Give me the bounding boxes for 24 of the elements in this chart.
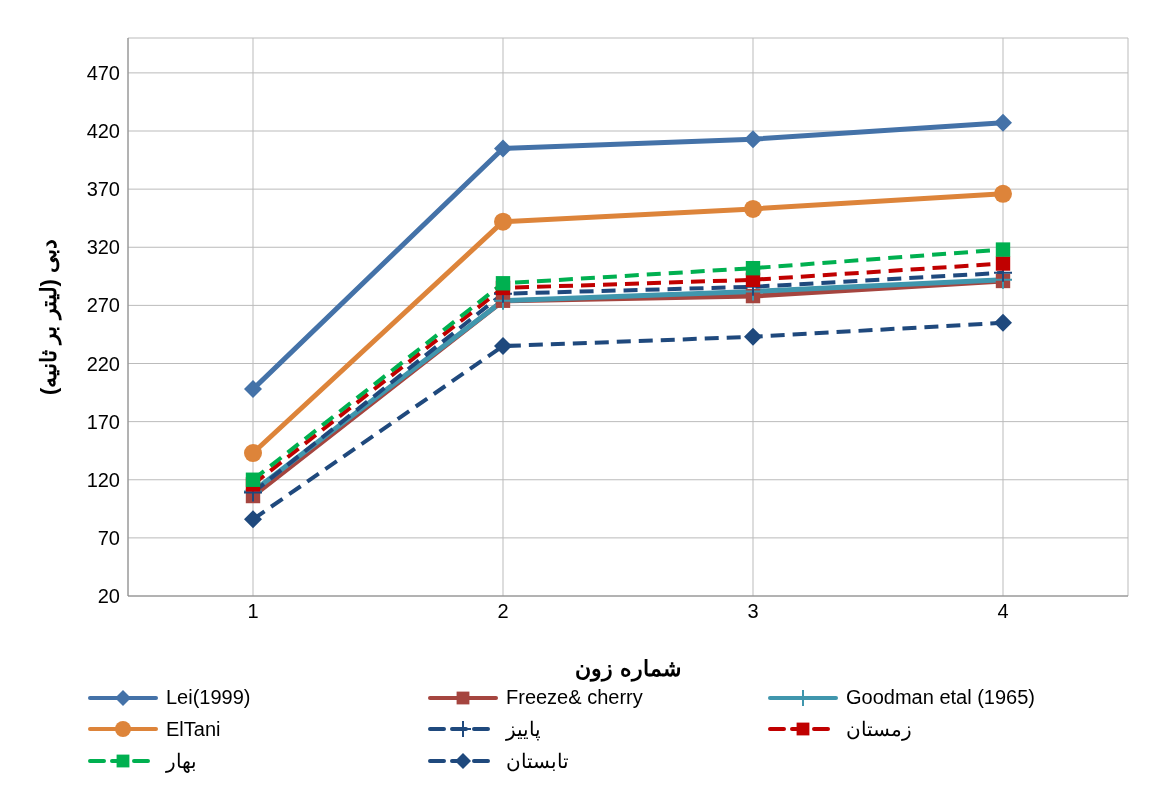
legend-label: ElTani [166, 717, 221, 741]
y-tick-label: 370 [86, 178, 120, 201]
legend-label: پاییز [506, 717, 541, 741]
x-tick-label: 1 [247, 600, 259, 623]
x-tick-label: 2 [497, 600, 509, 623]
y-tick-label: 470 [86, 61, 120, 84]
y-axis-title: دبی (لیتر بر ثانیه) [35, 239, 62, 395]
legend-label: Freeze& cherry [506, 686, 643, 709]
legend-label: زمستان [846, 717, 912, 741]
y-tick-label: 120 [86, 468, 120, 491]
x-tick-label: 3 [747, 600, 759, 623]
y-tick-label: 320 [86, 236, 120, 259]
y-tick-label: 270 [86, 294, 120, 317]
y-tick-label: 70 [97, 526, 120, 549]
legend-label: تابستان [506, 749, 569, 773]
legend-label: Lei(1999) [166, 686, 251, 709]
legend-label: Goodman etal (1965) [846, 686, 1036, 709]
x-axis-title: شماره زون [575, 656, 681, 682]
y-tick-label: 170 [86, 410, 120, 433]
legend-label: بهار [166, 749, 197, 773]
x-tick-label: 4 [997, 600, 1009, 623]
y-tick-label: 420 [86, 120, 120, 143]
y-tick-label: 20 [97, 585, 120, 608]
y-tick-label: 220 [86, 352, 120, 375]
